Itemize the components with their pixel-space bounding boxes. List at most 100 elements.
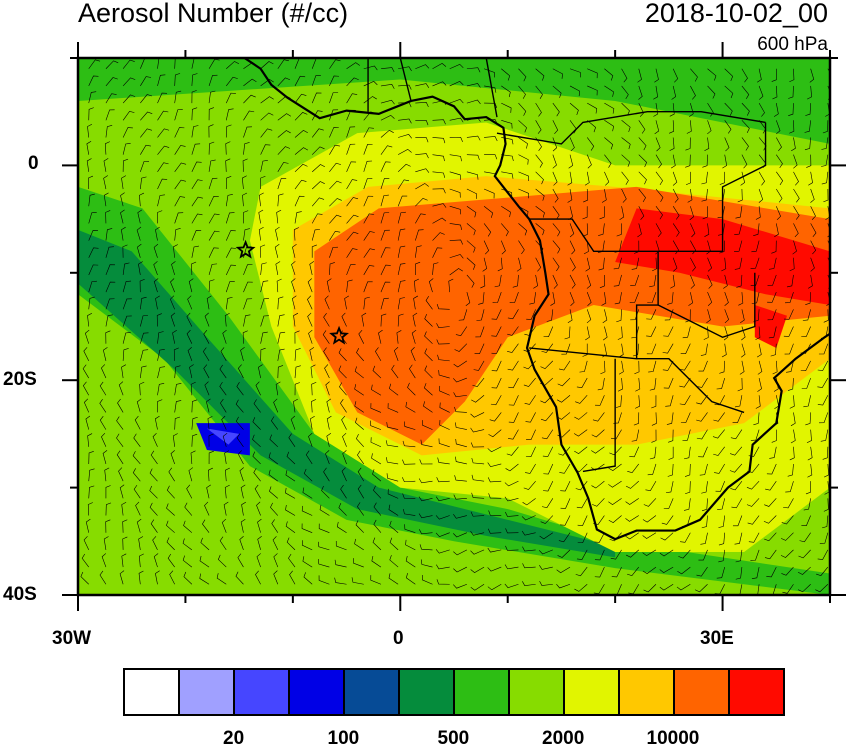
wind-barb: [569, 68, 581, 78]
wind-barb: [449, 205, 461, 215]
wind-barb: [294, 129, 308, 138]
wind-barb: [518, 171, 529, 182]
wind-barb: [484, 136, 498, 142]
wind-barb: [789, 68, 795, 83]
wind-barb: [105, 281, 116, 293]
wind-barb: [696, 395, 708, 405]
wind-barb: [277, 162, 289, 173]
wind-barb: [183, 520, 193, 533]
wind-barb: [783, 309, 794, 320]
wind-barb: [638, 85, 643, 100]
wind-barb: [339, 330, 347, 344]
wind-barb: [402, 477, 416, 483]
wind-barb: [105, 93, 117, 104]
wind-barb: [237, 364, 244, 379]
wind-barb: [346, 231, 359, 241]
wind-barb: [311, 146, 325, 155]
wind-barb: [719, 171, 726, 185]
wind-barb: [560, 481, 571, 492]
wind-barb: [801, 377, 811, 389]
wind-barb: [575, 480, 588, 491]
star-icon: [235, 239, 256, 259]
wind-barb: [466, 171, 479, 180]
wind-barb: [504, 496, 519, 502]
wind-barb: [801, 326, 811, 337]
wind-barb: [521, 530, 536, 536]
wind-barb: [655, 240, 660, 255]
wind-barb: [238, 450, 244, 465]
wind-barb: [471, 395, 485, 403]
wind-barb: [414, 278, 420, 293]
wind-barb: [805, 292, 811, 305]
wind-barb: [558, 532, 571, 543]
wind-barb: [810, 206, 816, 220]
wind-barb: [449, 98, 464, 104]
wind-barb: [83, 536, 90, 551]
wind-barb: [552, 223, 561, 237]
wind-barb: [191, 58, 197, 69]
wind-barb: [454, 475, 467, 482]
wind-barb: [242, 192, 248, 207]
wind-barb: [221, 518, 227, 533]
wind-barb: [770, 343, 777, 357]
wind-barb: [422, 574, 433, 585]
wind-barb: [700, 343, 708, 356]
wind-barb: [170, 278, 175, 293]
wind-barb: [216, 573, 227, 585]
wind-barb: [501, 154, 514, 162]
wind-barb: [741, 326, 746, 341]
wind-barb: [524, 395, 536, 405]
wind-barb: [601, 188, 607, 203]
wind-barb: [188, 278, 194, 293]
wind-barb: [351, 577, 364, 585]
wind-barb: [487, 462, 502, 467]
wind-barb: [243, 94, 256, 104]
wind-barb: [389, 383, 399, 396]
wind-barb: [718, 515, 726, 528]
wind-barb: [338, 503, 347, 516]
wind-barb: [552, 85, 562, 98]
wind-barb: [420, 439, 433, 448]
wind-barb: [592, 412, 605, 422]
wind-barb: [687, 188, 693, 203]
wind-barb: [378, 329, 383, 344]
wind-barb: [773, 412, 779, 427]
wind-barb: [614, 240, 622, 253]
wind-barb: [275, 226, 280, 241]
wind-barb: [818, 343, 829, 355]
wind-barb: [449, 188, 461, 198]
colorbar-label: 500: [437, 728, 470, 749]
wind-barb: [187, 295, 193, 310]
wind-barb: [294, 93, 307, 104]
wind-barb: [810, 240, 817, 255]
wind-barb: [524, 326, 536, 336]
wind-barb: [357, 484, 365, 499]
wind-barb: [191, 90, 197, 104]
wind-barb: [186, 484, 193, 499]
wind-barb: [682, 429, 691, 442]
wind-barb: [134, 415, 141, 430]
wind-barb: [402, 493, 416, 499]
wind-barb: [470, 442, 485, 448]
wind-barb: [103, 347, 108, 361]
wind-barb: [751, 240, 760, 253]
wind-barb: [718, 532, 726, 546]
wind-barb: [651, 429, 657, 443]
wind-barb: [653, 103, 659, 117]
wind-barb: [150, 450, 158, 465]
wind-barb: [552, 274, 558, 289]
wind-barb: [569, 240, 576, 255]
wind-barb: [518, 240, 525, 255]
wind-barb: [225, 193, 233, 207]
wind-barb: [397, 245, 406, 258]
wind-barb: [706, 240, 711, 255]
wind-barb: [638, 154, 647, 168]
wind-barb: [291, 261, 296, 276]
wind-barb: [140, 161, 150, 172]
wind-barb: [157, 366, 166, 379]
wind-barb: [466, 99, 481, 105]
wind-barb: [438, 370, 450, 379]
wind-barb: [436, 339, 450, 345]
wind-barb: [540, 360, 554, 370]
wind-barb: [789, 395, 795, 409]
